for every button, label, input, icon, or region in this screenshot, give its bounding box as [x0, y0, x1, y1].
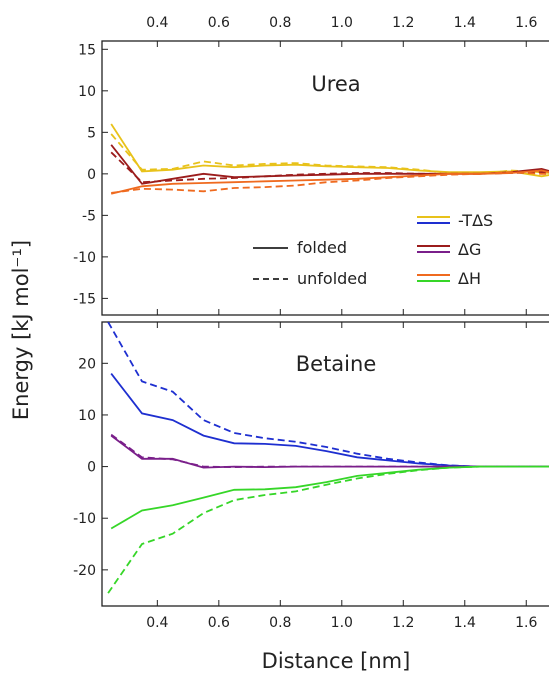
top-x-tick-label: 1.6 — [515, 15, 537, 31]
legend-entry-neg-t-delta-s: -TΔS — [417, 211, 493, 230]
bottom-x-tick-label: 0.6 — [208, 615, 230, 631]
y-axis-label: Energy [kJ mol⁻¹] — [9, 240, 33, 420]
urea-plot-frame — [101, 40, 549, 316]
betaine-plot-frame — [101, 321, 549, 607]
betaine-y-tick-label: 0 — [87, 460, 96, 476]
betaine-delta-g-unfolded-line — [110, 433, 549, 469]
urea-y-tick-label: -10 — [73, 250, 96, 266]
top-x-tick-label: 1.0 — [331, 15, 353, 31]
urea-series — [110, 123, 549, 195]
urea-ticks: 15 10 5 0 -5 -10 -15 — [73, 41, 527, 315]
legend-folded-label: folded — [297, 238, 347, 257]
urea-neg-t-delta-s-unfolded-line — [110, 133, 549, 175]
bottom-x-tick-label: 1.2 — [392, 615, 414, 631]
top-x-tick-label: 1.2 — [392, 15, 414, 31]
top-x-tick-label: 0.8 — [269, 15, 291, 31]
legend-entry-delta-h: ΔH — [417, 269, 481, 288]
betaine-delta-h-unfolded-line — [107, 465, 549, 594]
urea-y-tick-label: 15 — [78, 42, 96, 58]
urea-delta-h-unfolded-line — [111, 171, 549, 194]
top-x-tick-label: 0.6 — [208, 15, 230, 31]
urea-y-tick-label: -5 — [82, 208, 96, 224]
bottom-x-tick-label: 0.4 — [146, 615, 168, 631]
urea-panel: 15 10 5 0 -5 -10 -15 Urea — [73, 40, 549, 316]
bottom-x-tick-label: 1.4 — [454, 615, 476, 631]
betaine-y-tick-label: 10 — [78, 408, 96, 424]
betaine-y-tick-label: 20 — [78, 356, 96, 372]
bottom-x-tick-label: 0.8 — [269, 615, 291, 631]
bottom-x-tick-label: 1.0 — [331, 615, 353, 631]
urea-y-tick-label: -15 — [73, 291, 96, 307]
betaine-y-tick-label: -20 — [73, 563, 96, 579]
top-x-tick-label: 0.4 — [146, 15, 168, 31]
betaine-series — [107, 322, 549, 594]
bottom-x-tick-label: 1.6 — [515, 615, 537, 631]
betaine-panel-label: Betaine — [296, 352, 377, 376]
betaine-panel: 20 10 0 -10 -20 0.4 0.6 0.8 1.0 1.2 1.4 1.6 Betaine — [73, 321, 549, 631]
urea-y-tick-label: 0 — [87, 167, 96, 183]
legend-delta-g-label: ΔG — [458, 240, 481, 259]
urea-panel-label: Urea — [311, 72, 360, 96]
top-x-tick-labels: 0.4 0.6 0.8 1.0 1.2 1.4 1.6 — [146, 15, 537, 31]
legend: folded unfolded -TΔS ΔG ΔH — [253, 211, 493, 288]
betaine-neg-t-delta-s-folded-line — [110, 373, 549, 468]
x-axis-label: Distance [nm] — [262, 649, 411, 673]
betaine-delta-h-folded-line — [110, 465, 549, 530]
legend-delta-h-label: ΔH — [458, 269, 481, 288]
urea-delta-g-folded-line — [110, 144, 549, 185]
urea-y-tick-label: 10 — [78, 84, 96, 100]
betaine-y-tick-label: -10 — [73, 511, 96, 527]
urea-y-tick-label: 5 — [87, 125, 96, 141]
top-x-tick-label: 1.4 — [454, 15, 476, 31]
legend-neg-t-delta-s-label: -TΔS — [458, 211, 493, 230]
betaine-neg-t-delta-s-unfolded-line — [107, 322, 549, 468]
legend-entry-delta-g: ΔG — [417, 240, 481, 259]
betaine-ticks: 20 10 0 -10 -20 0.4 0.6 0.8 1.0 1.2 1.4 1.6 — [73, 322, 537, 631]
legend-unfolded-label: unfolded — [297, 269, 367, 288]
